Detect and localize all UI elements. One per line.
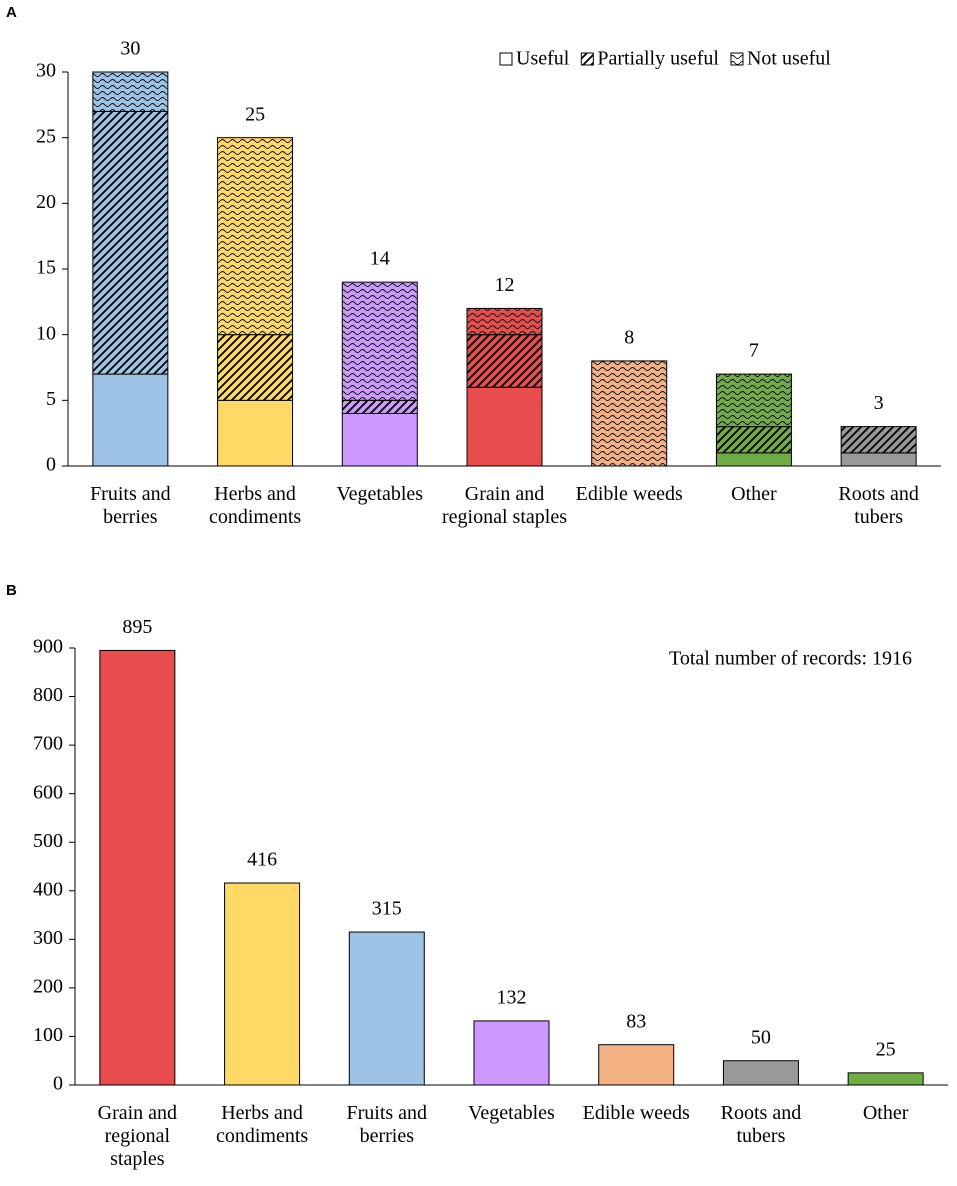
value-label: 132 <box>497 987 527 1009</box>
panel-label: A <box>6 4 17 21</box>
bar-segment <box>341 412 418 467</box>
x-tick-label: Edible weeds <box>582 1102 690 1124</box>
legend-swatch <box>580 52 594 66</box>
x-tick-label: Grain and regional staples <box>97 1102 178 1170</box>
total-label: 30 <box>120 38 140 60</box>
bar <box>224 882 301 1086</box>
value-label: 50 <box>751 1026 771 1048</box>
x-tick-label: Other <box>862 1102 909 1124</box>
bar-segment <box>715 373 792 428</box>
y-tick-label: 5 <box>46 388 56 410</box>
bar <box>722 1060 799 1086</box>
x-tick-label: Grain and regional staples <box>442 483 567 528</box>
total-label: 8 <box>624 327 634 349</box>
bar-segment <box>341 399 418 414</box>
y-tick-label: 200 <box>33 975 63 997</box>
bar-segment <box>92 110 169 375</box>
x-tick-label: Herbs and condiments <box>208 483 302 528</box>
bar <box>99 649 176 1086</box>
total-label: 12 <box>495 274 515 296</box>
y-tick-label: 100 <box>33 1024 63 1046</box>
legend-label: Useful <box>516 48 570 70</box>
bar-segment <box>217 137 294 336</box>
panel-label: B <box>6 582 17 599</box>
bar-segment <box>591 360 668 467</box>
total-label: 14 <box>370 248 390 270</box>
y-tick-label: 300 <box>33 927 63 949</box>
legend-label: Not useful <box>747 48 831 70</box>
y-tick-label: 800 <box>33 684 63 706</box>
total-label: 7 <box>749 340 759 362</box>
bar-segment <box>466 334 543 388</box>
x-tick-label: Vegetables <box>468 1102 555 1124</box>
y-tick-label: 0 <box>53 1073 63 1095</box>
bar <box>473 1020 550 1086</box>
bar-segment <box>840 452 917 467</box>
bar <box>348 931 425 1086</box>
y-tick-label: 600 <box>33 781 63 803</box>
x-tick-label: Fruits and berries <box>346 1102 428 1147</box>
bar <box>598 1044 675 1086</box>
x-tick-label: Roots and tubers <box>720 1102 802 1147</box>
bar-segment <box>840 426 917 454</box>
bar-segment <box>715 452 792 467</box>
y-tick-label: 20 <box>36 191 56 213</box>
value-label: 315 <box>372 898 402 920</box>
y-tick-label: 700 <box>33 733 63 755</box>
legend-swatch <box>730 52 744 66</box>
y-tick-label: 400 <box>33 878 63 900</box>
y-tick-label: 500 <box>33 830 63 852</box>
x-tick-label: Roots and tubers <box>838 483 919 528</box>
y-tick-label: 10 <box>36 322 56 344</box>
value-label: 416 <box>247 849 277 871</box>
bar-segment <box>341 281 418 401</box>
annotation: Total number of records: 1916 <box>669 648 912 670</box>
bar-segment <box>217 334 294 401</box>
bar-segment <box>466 307 543 336</box>
x-tick-label: Herbs and condiments <box>215 1102 309 1147</box>
y-tick-label: 0 <box>46 454 56 476</box>
total-label: 3 <box>874 392 884 414</box>
value-label: 83 <box>626 1010 646 1032</box>
value-label: 25 <box>876 1038 896 1060</box>
bar <box>847 1072 924 1086</box>
value-label: 895 <box>122 616 152 638</box>
legend-label: Partially useful <box>597 48 719 70</box>
bar-segment <box>92 373 169 467</box>
bar-segment <box>92 71 169 112</box>
bar-segment <box>715 426 792 454</box>
y-tick-label: 900 <box>33 636 63 658</box>
x-tick-label: Other <box>731 483 777 505</box>
x-tick-label: Vegetables <box>336 483 424 505</box>
y-tick-label: 30 <box>36 60 56 82</box>
bar-segment <box>217 399 294 467</box>
x-tick-label: Fruits and berries <box>90 483 171 528</box>
total-label: 25 <box>245 103 265 125</box>
legend-swatch <box>499 52 513 66</box>
bar-segment <box>466 386 543 467</box>
y-tick-label: 25 <box>36 125 56 147</box>
x-tick-label: Edible weeds <box>575 483 683 505</box>
y-tick-label: 15 <box>36 257 56 279</box>
